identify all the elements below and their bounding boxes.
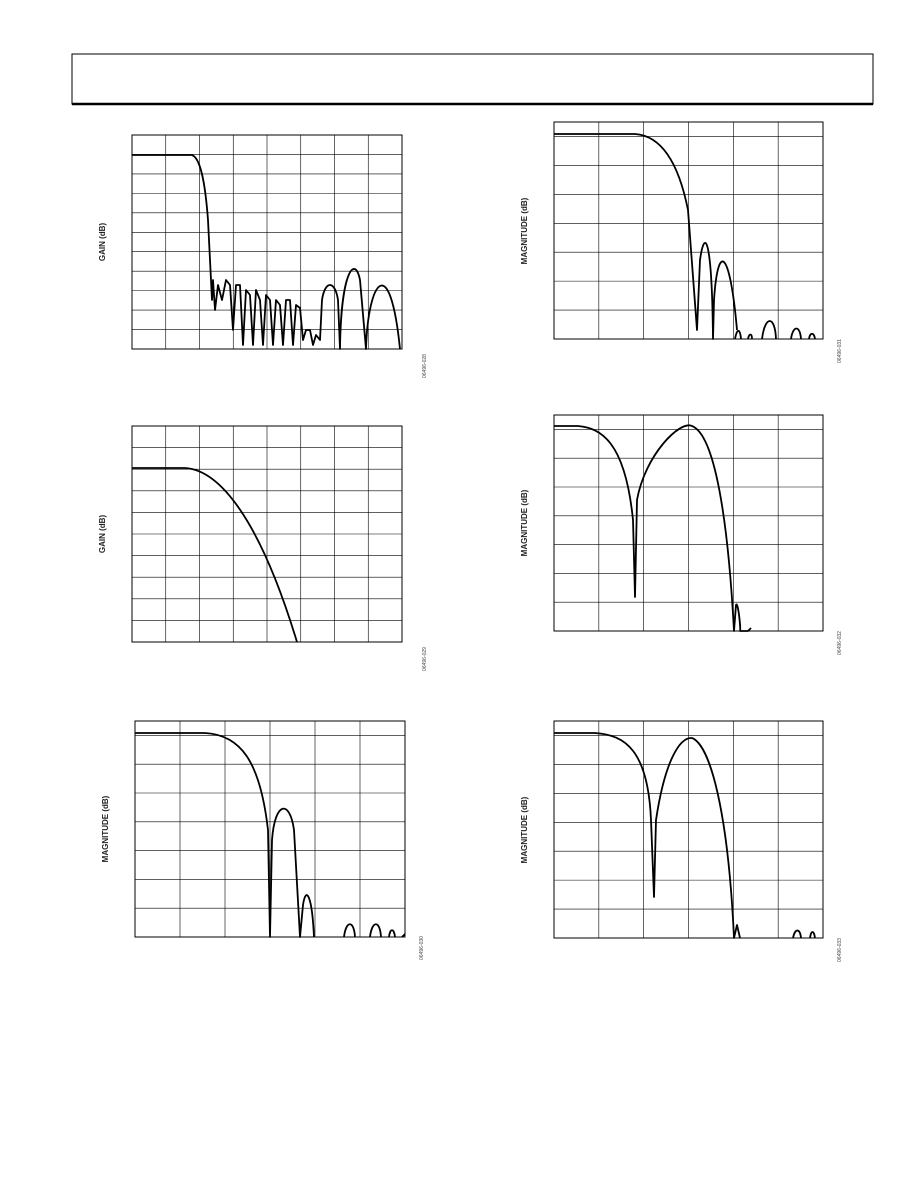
figure-code: 06496-029 [422,647,428,671]
y-axis-label: MAGNITUDE (dB) [520,489,529,556]
figure-code: 06496-033 [837,938,843,962]
y-axis-label: MAGNITUDE (dB) [520,197,529,264]
response-curve [554,732,816,939]
figure-code: 06496-030 [419,936,425,960]
figure-code: 06496-031 [837,339,843,363]
y-axis-label: GAIN (dB) [98,223,107,262]
y-axis-label: MAGNITUDE (dB) [520,796,529,863]
y-axis-label: MAGNITUDE (dB) [101,795,110,862]
response-curve [135,732,406,938]
figure-code: 06496-028 [422,354,428,378]
y-axis-label: GAIN (dB) [98,515,107,554]
response-curve [554,424,752,632]
response-curve [554,133,816,340]
figure-code: 06496-032 [837,631,843,655]
response-curve [132,154,401,350]
header-box [71,53,874,105]
response-curve [132,467,298,643]
